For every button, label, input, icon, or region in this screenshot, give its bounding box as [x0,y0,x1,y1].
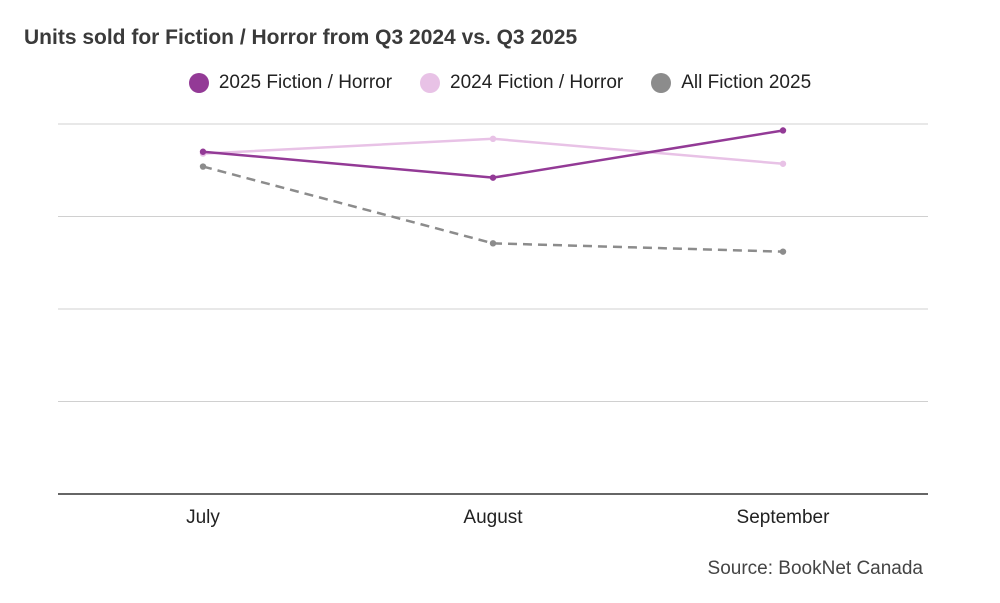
data-point [489,135,497,142]
legend-label: 2024 Fiction / Horror [450,72,624,93]
x-tick-label: September [737,507,831,528]
legend-marker-icon [651,73,672,93]
data-point [489,240,497,247]
legend-label: 2025 Fiction / Horror [218,72,393,93]
data-point [779,248,787,255]
legend-item-2024-fiction-horror[interactable]: 2024 Fiction / Horror [420,72,623,94]
x-tick-label: August [463,507,523,528]
legend-marker-icon [420,73,441,93]
source-note: Source: BookNet Canada [707,558,923,579]
data-point [199,163,207,170]
data-point [199,148,207,155]
data-point [489,174,497,181]
chart-legend: 2025 Fiction / Horror 2024 Fiction / Hor… [0,72,1000,94]
legend-item-2025-fiction-horror[interactable]: 2025 Fiction / Horror [188,72,393,94]
chart-title: Units sold for Fiction / Horror from Q3 … [24,26,578,49]
legend-label: All Fiction 2025 [681,72,812,93]
x-tick-label: July [186,507,220,528]
legend-marker-icon [188,73,209,93]
legend-item-all-fiction-2025[interactable]: All Fiction 2025 [651,72,811,94]
data-point [779,127,787,134]
data-point [779,160,787,167]
